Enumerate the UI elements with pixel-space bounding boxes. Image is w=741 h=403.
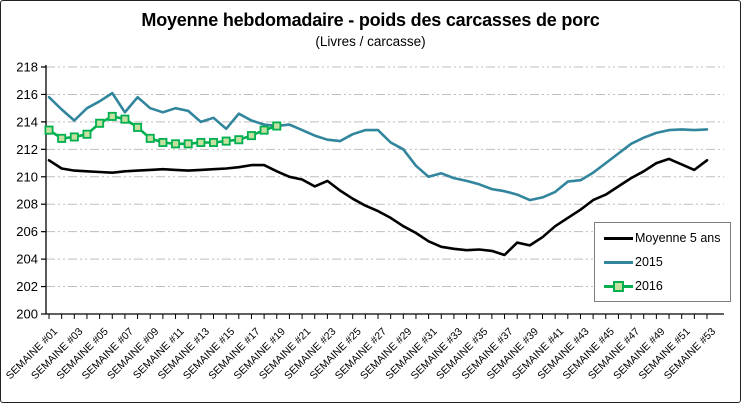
legend-item-moyenne-5-ans: Moyenne 5 ans [604,231,730,245]
series-marker-2016-week-8 [133,122,143,132]
legend-line-swatch-green-square [604,280,633,293]
series-marker-2016-week-3 [69,132,79,142]
y-tick-label-210: 210 [16,169,38,184]
legend: Moyenne 5 ans 2015 2016 [594,222,731,302]
series-marker-2016-week-2 [57,133,67,143]
series-marker-2016-week-16 [234,135,244,145]
series-marker-2016-week-7 [120,114,130,124]
legend-line-swatch-black [604,232,633,245]
series-marker-2016-week-17 [246,131,256,141]
series-line-2015 [47,91,709,202]
series-line-moyenne-5-ans [47,157,709,257]
legend-line-swatch-teal [604,256,633,269]
series-marker-2016-week-18 [259,125,269,135]
series-marker-2016-week-4 [82,129,92,139]
y-tick-label-204: 204 [16,252,38,267]
chart-title: Moyenne hebdomadaire - poids des carcass… [141,10,600,30]
y-tick-label-216: 216 [16,87,38,102]
legend-item-2015: 2015 [604,255,730,269]
series-marker-2016-week-14 [208,137,218,147]
legend-label-2015: 2015 [635,255,663,269]
series-marker-2016-week-1 [44,125,54,135]
y-tick-label-200: 200 [16,307,38,322]
y-tick-label-212: 212 [16,142,38,157]
series-marker-2016-week-15 [221,136,231,146]
series-marker-2016-week-5 [95,118,105,128]
series-marker-2016-week-11 [171,139,181,149]
series-marker-2016-week-13 [196,137,206,147]
y-tick-label-214: 214 [16,114,38,129]
series-marker-2016-week-6 [107,111,117,121]
y-tick-label-218: 218 [16,60,38,75]
y-tick-label-208: 208 [16,197,38,212]
series-marker-2016-week-12 [183,139,193,149]
y-tick-label-202: 202 [16,279,38,294]
y-tick-label-206: 206 [16,224,38,239]
legend-item-2016: 2016 [604,279,730,293]
legend-label-2016: 2016 [635,279,663,293]
chart-subtitle: (Livres / carcasse) [315,34,426,49]
legend-label-moyenne-5-ans: Moyenne 5 ans [635,231,721,245]
series-marker-2016-week-10 [158,137,168,147]
series-marker-2016-week-19 [272,121,282,131]
series-marker-2016-week-9 [145,133,155,143]
